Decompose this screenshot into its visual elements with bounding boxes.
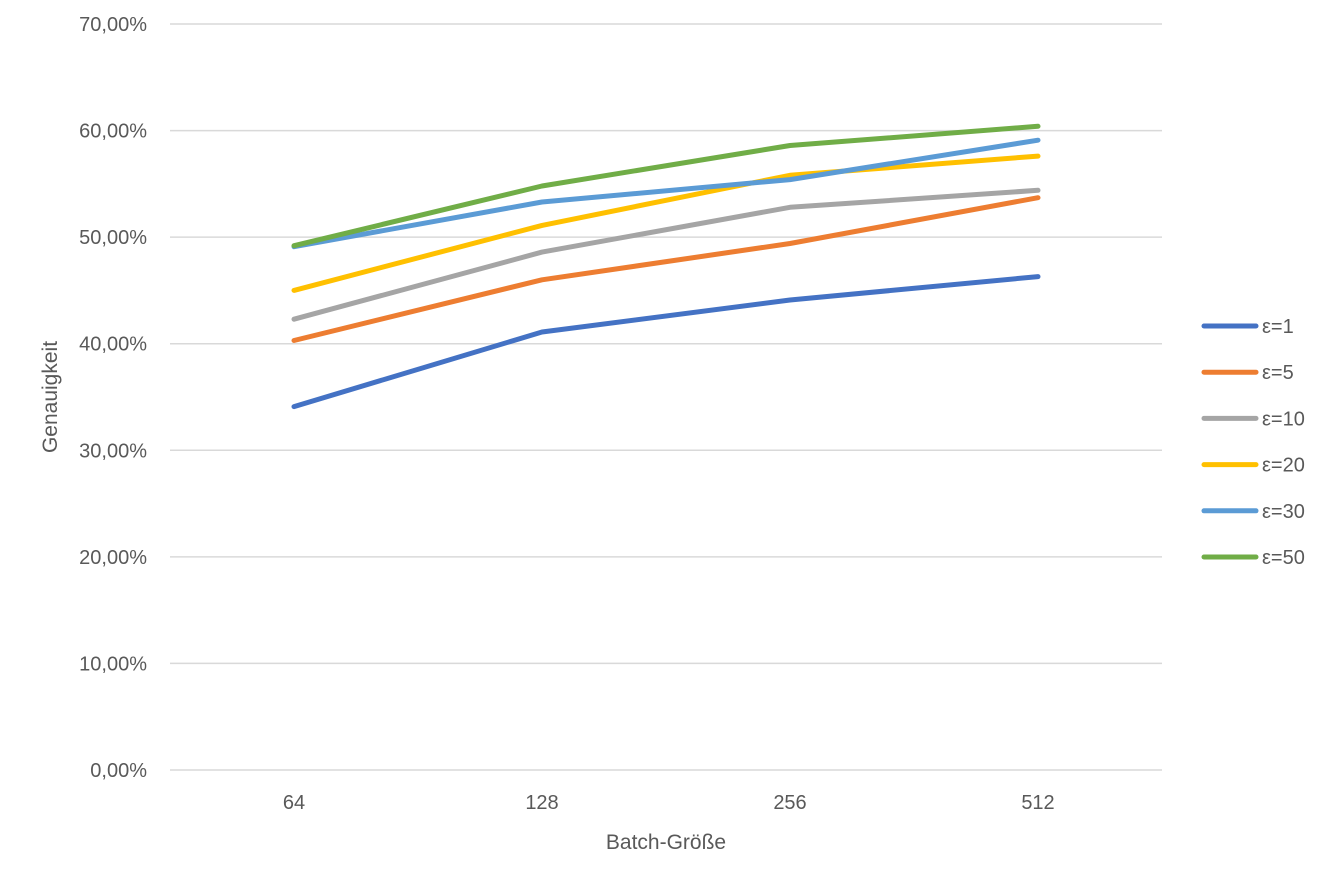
y-tick-label: 20,00% (79, 547, 147, 569)
legend-item: ε=1 (1201, 316, 1294, 338)
x-tick-label: 128 (525, 792, 558, 814)
legend: ε=1 ε=5 ε=10 ε=20 ε=30 ε=50 (1201, 316, 1305, 569)
legend-label: ε=10 (1262, 408, 1305, 430)
x-tick-label: 512 (1021, 792, 1054, 814)
x-axis-title: Batch-Größe (606, 831, 726, 854)
y-axis-title: Genauigkeit (39, 341, 62, 453)
legend-label: ε=20 (1262, 455, 1305, 477)
legend-label: ε=5 (1262, 362, 1294, 384)
series-line (291, 123, 1041, 249)
series-line (291, 153, 1041, 293)
x-tick-label: 64 (283, 792, 305, 814)
series-line (291, 274, 1041, 410)
legend-label: ε=1 (1262, 316, 1294, 338)
legend-item: ε=5 (1201, 362, 1294, 384)
y-tick-label: 40,00% (79, 334, 147, 356)
y-tick-label: 10,00% (79, 653, 147, 675)
y-tick-label: 70,00% (79, 14, 147, 36)
legend-item: ε=50 (1201, 547, 1305, 569)
series-line (291, 195, 1041, 343)
series-lines (291, 123, 1041, 410)
x-axis-ticks: 64 128 256 512 (283, 792, 1055, 814)
y-tick-label: 50,00% (79, 227, 147, 249)
series-line (291, 137, 1041, 250)
y-tick-label: 30,00% (79, 440, 147, 462)
x-tick-label: 256 (773, 792, 806, 814)
y-tick-label: 0,00% (90, 760, 147, 782)
legend-label: ε=50 (1262, 547, 1305, 569)
legend-item: ε=10 (1201, 408, 1305, 430)
y-axis-ticks: 0,00% 10,00% 20,00% 30,00% 40,00% 50,00% 60,00… (79, 14, 147, 782)
legend-item: ε=30 (1201, 501, 1305, 523)
legend-label: ε=30 (1262, 501, 1305, 523)
legend-item: ε=20 (1201, 455, 1305, 477)
y-tick-label: 60,00% (79, 121, 147, 143)
series-line (291, 187, 1041, 322)
